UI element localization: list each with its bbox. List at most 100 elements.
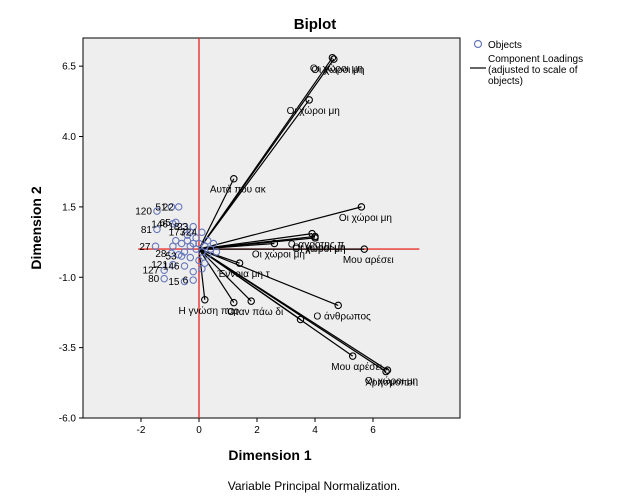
object-point [192, 234, 200, 242]
loading-label: Αυτά που ακ [210, 184, 267, 196]
loading-endpoint [296, 315, 305, 324]
loading-label: Όταν πάω δι [226, 306, 283, 318]
object-point [180, 248, 189, 256]
loading-endpoint [311, 234, 319, 242]
object-point [189, 222, 197, 231]
y-tick-label: -3.5 [59, 343, 77, 354]
loading-label: Μου αρέσει [343, 254, 394, 266]
x-tick-label: 0 [196, 425, 202, 436]
y-tick-label: 1.5 [62, 202, 76, 213]
axis-ticks: -2 0 2 4 6 -6.0 -3.5 -1.0 1.5 4.0 6.5 [59, 62, 376, 436]
loading-label: Οι χώροι μη [310, 63, 363, 75]
legend-loadings-label-line-3: objects) [488, 76, 523, 87]
y-tick-label: 6.5 [62, 62, 76, 73]
object-label: 127 [143, 266, 160, 277]
object-point [198, 248, 206, 256]
object-point [151, 242, 160, 251]
loading-label: Οι χώροι μη [339, 212, 392, 224]
object-label: 120 [135, 207, 152, 218]
loading-endpoint [334, 301, 342, 310]
loading-endpoint [305, 96, 313, 104]
object-point [167, 249, 176, 258]
object-label: 80 [148, 274, 160, 285]
loading-label: Έννοια μη τ [216, 269, 269, 280]
object-point [172, 236, 180, 245]
loading-label: Χρησμοποι [365, 378, 415, 389]
object-point [174, 203, 183, 211]
object-point [169, 260, 177, 269]
object-label: 65 [160, 218, 172, 229]
legend: Objects Component Loadings (adjusted to … [470, 39, 583, 87]
object-label: 81 [141, 225, 153, 236]
component-loadings: Οι χώροι μη Οι χώροι μη Οι χώροι μη Αυτά πο… [179, 53, 418, 389]
object-point [153, 207, 161, 215]
loading-vector [198, 99, 310, 250]
y-tick-label: -1.0 [59, 273, 77, 284]
object-point [212, 248, 221, 256]
object-point [201, 259, 209, 267]
object-point [186, 253, 195, 262]
object-point [180, 262, 189, 270]
object-point [153, 225, 161, 234]
loading-label: Μου αρέσει [331, 361, 382, 373]
footnote: Variable Principal Normalization. [228, 479, 401, 493]
y-tick-label: 4.0 [62, 132, 76, 143]
loading-label: Ο άνθρωπος [313, 310, 371, 322]
loading-label: Οι χώροι μη [292, 241, 345, 253]
object-point [174, 250, 183, 259]
x-tick-label: -2 [137, 425, 146, 436]
object-label: 23 [177, 222, 189, 233]
object-label: 51 [155, 202, 167, 213]
x-tick-label: 4 [312, 425, 318, 436]
loading-label: Οι χώροι μη [287, 105, 340, 117]
object-point [172, 218, 180, 227]
object-point [201, 242, 209, 251]
object-point [189, 276, 197, 284]
loading-label: Οι χώροι μη [365, 375, 418, 387]
loading-endpoint [247, 297, 255, 305]
loading-vector [198, 248, 339, 306]
object-point [209, 239, 218, 248]
loading-vector [198, 206, 362, 250]
loading-endpoint [270, 239, 279, 248]
loading-label: Οι χώροι μη [311, 64, 364, 76]
loading-vector [198, 58, 335, 250]
object-point [169, 242, 177, 251]
object-point [189, 239, 197, 248]
loading-endpoint [230, 298, 238, 307]
loading-label: Οι χώροι μη [292, 243, 345, 255]
plot-area [82, 37, 461, 419]
loading-vector [198, 178, 235, 250]
loading-endpoint [382, 367, 390, 376]
x-tick-label: 2 [254, 425, 260, 436]
loading-endpoint [230, 174, 238, 183]
object-point [189, 267, 197, 276]
object-point [160, 274, 168, 283]
legend-objects-label: Objects [488, 40, 522, 51]
x-tick-label: 6 [370, 425, 376, 436]
loading-endpoint [330, 55, 338, 63]
legend-object-marker [473, 39, 483, 49]
object-point [198, 265, 206, 273]
object-point [180, 222, 189, 231]
object-label: 724 [180, 228, 197, 239]
loading-label: Η γνώση παρ [179, 305, 240, 317]
object-point [195, 239, 203, 248]
loading-endpoint [235, 259, 244, 267]
object-point [203, 236, 212, 245]
loading-endpoint [348, 352, 357, 360]
x-axis-label: Dimension 1 [228, 447, 311, 463]
object-label: 146 [151, 219, 168, 230]
object-label: 53 [165, 252, 177, 263]
y-axis-label: Dimension 2 [28, 186, 44, 269]
object-point [160, 266, 168, 274]
object-label: 22 [163, 202, 175, 213]
loading-vector [198, 242, 275, 250]
y-tick-label: -6.0 [59, 414, 77, 425]
object-point [192, 245, 200, 253]
legend-loadings-label-line-2: (adjusted to scale of [488, 65, 578, 76]
loading-label: Ο αγρότης π [288, 239, 345, 251]
object-label: 15 [168, 277, 180, 288]
